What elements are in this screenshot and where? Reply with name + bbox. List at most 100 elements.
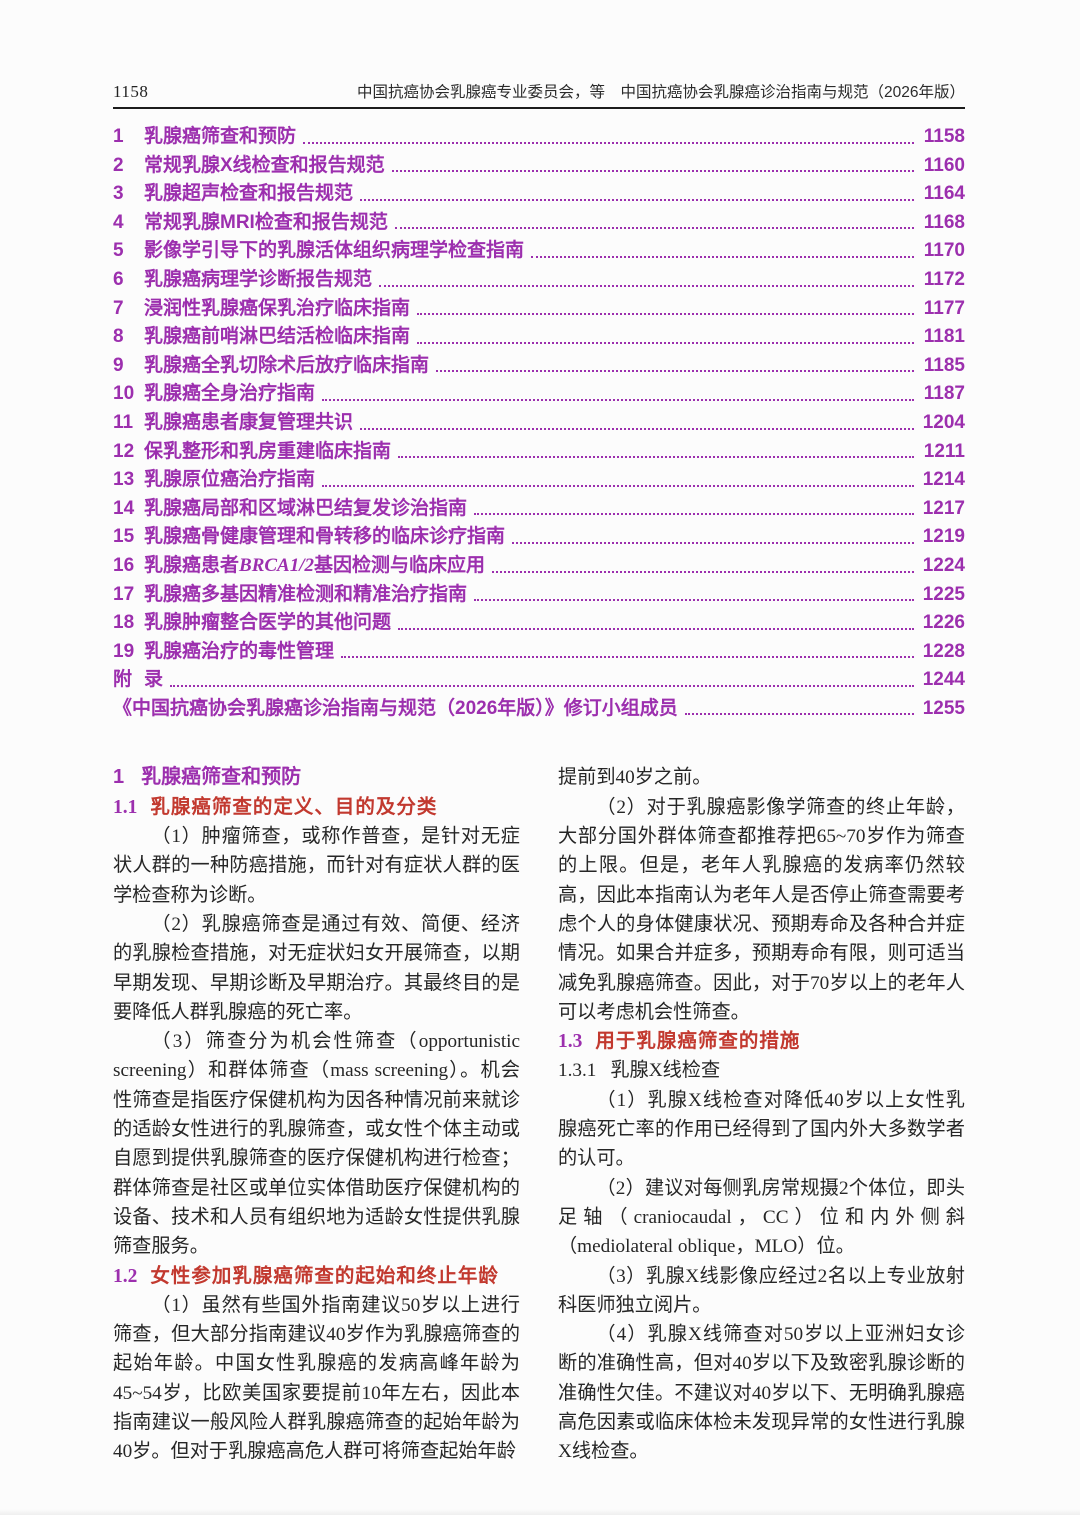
subsubsection-number: 1.3.1 [558, 1060, 597, 1082]
toc-entry-title: 乳腺癌前哨淋巴结活检临床指南 [144, 326, 411, 348]
toc-leader-dots [531, 255, 914, 258]
toc-entry-title: 乳腺超声检查和报告规范 [144, 183, 354, 205]
toc-entry-number: 12 [113, 440, 135, 462]
toc-leader-dots [303, 141, 914, 144]
toc-leader-dots [417, 341, 914, 344]
toc-leader-dots [322, 398, 914, 401]
toc-leader-dots [492, 570, 914, 573]
toc-entry-revision-group: 《中国抗癌协会乳腺癌诊治指南与规范（2026年版）》修订小组成员 1255 [113, 693, 965, 722]
toc-entry-number: 6 [113, 268, 124, 290]
toc-entry-title: 乳腺癌多基因精准检测和精准治疗指南 [144, 583, 468, 605]
toc-leader-dots [474, 513, 914, 516]
toc-entry-title: 乳腺癌骨健康管理和骨转移的临床诊疗指南 [144, 526, 506, 548]
toc-entry-number: 11 [113, 411, 134, 433]
toc-leader-dots [170, 684, 914, 687]
toc-entry: 19 乳腺癌治疗的毒性管理 1228 [113, 636, 965, 665]
toc-entry-title: 乳腺癌病理学诊断报告规范 [144, 268, 373, 290]
toc-entry: 7 浸润性乳腺癌保乳治疗临床指南 1177 [113, 293, 965, 322]
toc-entry: 17 乳腺癌多基因精准检测和精准治疗指南 1225 [113, 579, 965, 608]
toc-entry-title: 保乳整形和乳房重建临床指南 [144, 440, 392, 462]
section-heading: 1 乳腺癌筛查和预防 [113, 763, 520, 792]
subsection-number: 1.2 [113, 1265, 138, 1287]
toc-entry-number: 5 [113, 240, 124, 262]
toc-leader-dots [436, 370, 914, 373]
toc-leader-dots [398, 627, 914, 630]
toc-entry: 3 乳腺超声检查和报告规范 1164 [113, 178, 965, 207]
toc-entry-number: 8 [113, 326, 124, 348]
toc-entry-title: 录 [144, 669, 164, 691]
toc-entry-title-post: 基因检测与临床应用 [314, 554, 486, 576]
toc-entry-title: 乳腺癌全身治疗指南 [144, 383, 316, 405]
section-number: 1 [113, 766, 125, 789]
toc-leader-dots [398, 456, 914, 459]
toc-entry: 15 乳腺癌骨健康管理和骨转移的临床诊疗指南 1219 [113, 521, 965, 550]
toc-entry-appendix: 附录 1244 [113, 664, 965, 693]
toc-entry-page: 1214 [922, 469, 965, 491]
toc-entry-title-pre: 乳腺癌患者 [144, 554, 240, 576]
toc-entry-title: 乳腺肿瘤整合医学的其他问题 [144, 612, 392, 634]
paragraph-continuation: 提前到40岁之前。 [558, 767, 712, 789]
toc-entry-page: 1158 [923, 126, 965, 147]
toc-entry-page: 1225 [922, 583, 965, 605]
subsection-heading: 1.2 女性参加乳腺癌筛查的起始和终止年龄 [113, 1262, 520, 1291]
subsection-heading: 1.1 乳腺癌筛查的定义、目的及分类 [113, 793, 520, 822]
toc-entry-title: 乳腺癌患者BRCA1/2基因检测与临床应用 [144, 550, 485, 577]
toc-leader-dots [379, 284, 914, 287]
toc-entry-page: 1226 [922, 612, 965, 634]
toc-leader-dots [417, 313, 914, 316]
paragraph: （2）建议对每侧乳房常规摄2个体位，即头足轴（craniocaudal，CC）位… [558, 1177, 965, 1258]
left-column: 1 乳腺癌筛查和预防 1.1 乳腺癌筛查的定义、目的及分类 （1）肿瘤筛查，或称作普… [113, 763, 520, 1466]
toc-entry-number: 7 [113, 297, 124, 319]
toc-entry-page: 1219 [922, 526, 965, 548]
subsection-title: 用于乳腺癌筛查的措施 [595, 1031, 801, 1053]
paragraph: （2）对于乳腺癌影像学筛查的终止年龄，大部分国外群体筛查都推荐把65~70岁作为… [558, 796, 965, 1023]
toc-entry: 9 乳腺癌全乳切除术后放疗临床指南 1185 [113, 350, 965, 379]
toc-entry-page: 1177 [923, 297, 965, 319]
toc-leader-dots [322, 484, 914, 487]
paragraph: （3）乳腺X线影像应经过2名以上专业放射科医师独立阅片。 [558, 1265, 965, 1316]
toc-entry-page: 1168 [923, 211, 965, 233]
toc-entry-number: 3 [113, 183, 124, 205]
toc-entry-title: 乳腺癌筛查和预防 [144, 126, 297, 147]
toc-leader-dots [391, 170, 914, 173]
toc-entry: 12 保乳整形和乳房重建临床指南 1211 [113, 436, 965, 465]
toc-leader-dots [360, 427, 914, 430]
toc-entry-page: 1204 [922, 411, 965, 433]
body-columns: 1 乳腺癌筛查和预防 1.1 乳腺癌筛查的定义、目的及分类 （1）肿瘤筛查，或称作普… [113, 763, 965, 1466]
toc-leader-dots [474, 599, 914, 602]
paragraph: （1）肿瘤筛查，或称作普查，是针对无症状人群的一种防癌措施，而针对有症状人群的医… [113, 826, 520, 906]
subsubsection-title: 乳腺X线检查 [610, 1060, 721, 1082]
toc-entry: 5 影像学引导下的乳腺活体组织病理学检查指南 1170 [113, 235, 965, 264]
toc-entry-number: 4 [113, 211, 124, 233]
page-number: 1158 [113, 82, 149, 101]
toc-entry-number: 18 [113, 612, 135, 634]
toc-entry-page: 1228 [922, 640, 965, 662]
running-header: 1158 中国抗癌协会乳腺癌专业委员会，等 中国抗癌协会乳腺癌诊治指南与规范（2… [113, 80, 965, 109]
subsection-number: 1.3 [558, 1031, 583, 1053]
toc-entry-number: 16 [113, 554, 135, 576]
toc-entry-title: 乳腺癌局部和区域淋巴结复发诊治指南 [144, 497, 468, 519]
toc-entry: 11 乳腺癌患者康复管理共识 1204 [113, 407, 965, 436]
toc-entry-title: 浸润性乳腺癌保乳治疗临床指南 [144, 297, 411, 319]
running-header-title: 中国抗癌协会乳腺癌专业委员会，等 中国抗癌协会乳腺癌诊治指南与规范（2026年版… [357, 84, 965, 101]
toc-entry-page: 1172 [923, 268, 965, 290]
toc-entry-number: 2 [113, 154, 124, 176]
toc-entry-number: 13 [113, 469, 135, 491]
subsection-heading: 1.3 用于乳腺癌筛查的措施 [558, 1027, 965, 1056]
toc-entry-title: 常规乳腺MRI检查和报告规范 [144, 211, 388, 233]
toc-entry-page: 1224 [922, 554, 965, 576]
subsubsection-heading: 1.3.1 乳腺X线检查 [558, 1056, 965, 1085]
toc-entry: 16 乳腺癌患者BRCA1/2基因检测与临床应用 1224 [113, 550, 965, 579]
toc-leader-dots [341, 656, 914, 659]
toc-entry-title: 乳腺癌治疗的毒性管理 [144, 640, 335, 662]
table-of-contents: 1 乳腺癌筛查和预防 1158 2 常规乳腺X线检查和报告规范 1160 3 乳腺超声检查… [113, 121, 965, 721]
paragraph: （1）乳腺X线检查对降低40岁以上女性乳腺癌死亡率的作用已经得到了国内外大多数学… [558, 1089, 965, 1170]
toc-entry-page: 1185 [923, 354, 965, 376]
toc-entry-number: 14 [113, 497, 135, 519]
toc-entry-title: 乳腺癌患者康复管理共识 [144, 411, 354, 433]
toc-entry-page: 1217 [922, 497, 965, 519]
toc-entry-page: 1170 [923, 240, 965, 262]
toc-entry: 2 常规乳腺X线检查和报告规范 1160 [113, 150, 965, 179]
toc-entry-title: 《中国抗癌协会乳腺癌诊治指南与规范（2026年版）》修订小组成员 [113, 697, 678, 719]
toc-entry-page: 1181 [923, 326, 965, 348]
